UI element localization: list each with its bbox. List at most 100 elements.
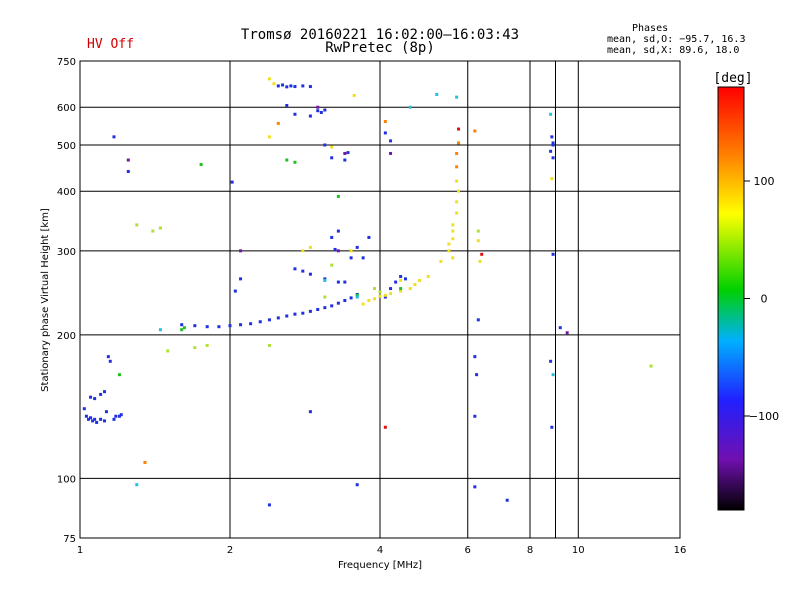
data-point bbox=[95, 420, 99, 424]
data-point bbox=[281, 83, 285, 87]
data-point bbox=[104, 410, 108, 414]
data-point bbox=[447, 242, 451, 246]
data-point bbox=[117, 414, 121, 418]
data-point bbox=[180, 323, 184, 327]
colorbar-tick-label: −100 bbox=[749, 410, 779, 423]
data-point bbox=[551, 156, 555, 160]
data-point bbox=[565, 331, 569, 335]
data-point bbox=[308, 410, 312, 414]
data-point bbox=[355, 483, 359, 487]
data-point bbox=[323, 295, 327, 299]
data-point bbox=[355, 295, 359, 299]
data-point bbox=[293, 312, 297, 316]
data-point bbox=[135, 483, 139, 487]
data-point bbox=[143, 460, 147, 464]
data-point bbox=[389, 287, 393, 291]
y-tick-label: 200 bbox=[57, 331, 76, 342]
x-tick-label: 6 bbox=[465, 545, 471, 556]
data-point bbox=[323, 277, 327, 281]
data-point bbox=[330, 156, 334, 160]
data-point bbox=[475, 373, 479, 377]
data-point bbox=[316, 109, 320, 113]
y-tick-label: 500 bbox=[57, 141, 76, 152]
hv-status-label: HV Off bbox=[87, 37, 134, 52]
y-tick-label: 75 bbox=[63, 534, 76, 545]
data-point bbox=[276, 84, 280, 88]
x-tick-label: 2 bbox=[227, 545, 233, 556]
data-point bbox=[417, 278, 421, 282]
data-point bbox=[352, 93, 356, 97]
data-point bbox=[199, 163, 203, 167]
data-point bbox=[394, 280, 398, 284]
data-point bbox=[378, 290, 382, 294]
plot-frame bbox=[79, 60, 681, 539]
data-point bbox=[316, 105, 320, 109]
data-point bbox=[82, 407, 86, 411]
data-point bbox=[649, 364, 653, 368]
data-point bbox=[103, 390, 107, 394]
data-point bbox=[550, 177, 554, 181]
data-point bbox=[289, 84, 293, 88]
data-point bbox=[426, 275, 430, 279]
data-point bbox=[112, 135, 116, 139]
data-point bbox=[455, 200, 459, 204]
data-point bbox=[112, 417, 116, 421]
data-point bbox=[230, 180, 234, 184]
data-point bbox=[117, 373, 121, 377]
data-point bbox=[267, 343, 271, 347]
data-point bbox=[239, 323, 243, 327]
data-point bbox=[343, 280, 347, 284]
data-point bbox=[91, 419, 95, 423]
data-point bbox=[205, 325, 209, 329]
data-point bbox=[373, 297, 377, 301]
data-point bbox=[301, 311, 305, 315]
data-point bbox=[383, 293, 387, 297]
data-point bbox=[135, 223, 139, 227]
data-point bbox=[399, 287, 403, 291]
data-point bbox=[89, 395, 93, 399]
data-point bbox=[308, 272, 312, 276]
data-point bbox=[343, 299, 347, 303]
data-point bbox=[158, 226, 162, 230]
data-point bbox=[383, 295, 387, 299]
data-point bbox=[158, 328, 162, 332]
data-point bbox=[549, 359, 553, 363]
data-point bbox=[285, 85, 289, 89]
data-point bbox=[349, 296, 353, 300]
data-point bbox=[389, 139, 393, 143]
data-point bbox=[473, 355, 477, 359]
data-point bbox=[355, 293, 359, 297]
data-point bbox=[413, 282, 417, 286]
data-point bbox=[473, 485, 477, 489]
data-point bbox=[308, 85, 312, 89]
data-point bbox=[276, 316, 280, 320]
data-point bbox=[478, 259, 482, 263]
y-axis-label: Stationary phase Virtual Height [km] bbox=[40, 208, 51, 392]
data-point bbox=[86, 417, 90, 421]
data-point bbox=[408, 287, 412, 291]
data-point bbox=[473, 414, 477, 418]
data-point bbox=[355, 245, 359, 249]
data-point bbox=[333, 247, 337, 251]
y-tick-label: 100 bbox=[57, 474, 76, 485]
data-point bbox=[558, 326, 562, 330]
data-point bbox=[193, 324, 197, 328]
data-point bbox=[272, 82, 276, 86]
data-point bbox=[455, 179, 459, 183]
data-point bbox=[330, 263, 334, 267]
data-point bbox=[349, 249, 353, 253]
data-point bbox=[323, 306, 327, 310]
data-point bbox=[549, 149, 553, 153]
phase-o-stats: mean, sd,O: −95.7, 16.3 bbox=[607, 34, 746, 45]
data-point bbox=[108, 359, 112, 363]
data-point bbox=[267, 77, 271, 81]
data-point bbox=[267, 503, 271, 507]
y-tick-label: 600 bbox=[57, 103, 76, 114]
colorbar-label: [deg] bbox=[713, 71, 752, 86]
data-point bbox=[383, 425, 387, 429]
data-point bbox=[180, 328, 184, 332]
data-point bbox=[378, 294, 382, 298]
phase-x-stats: mean, sd,X: 89.6, 18.0 bbox=[607, 45, 740, 56]
data-point bbox=[389, 292, 393, 296]
